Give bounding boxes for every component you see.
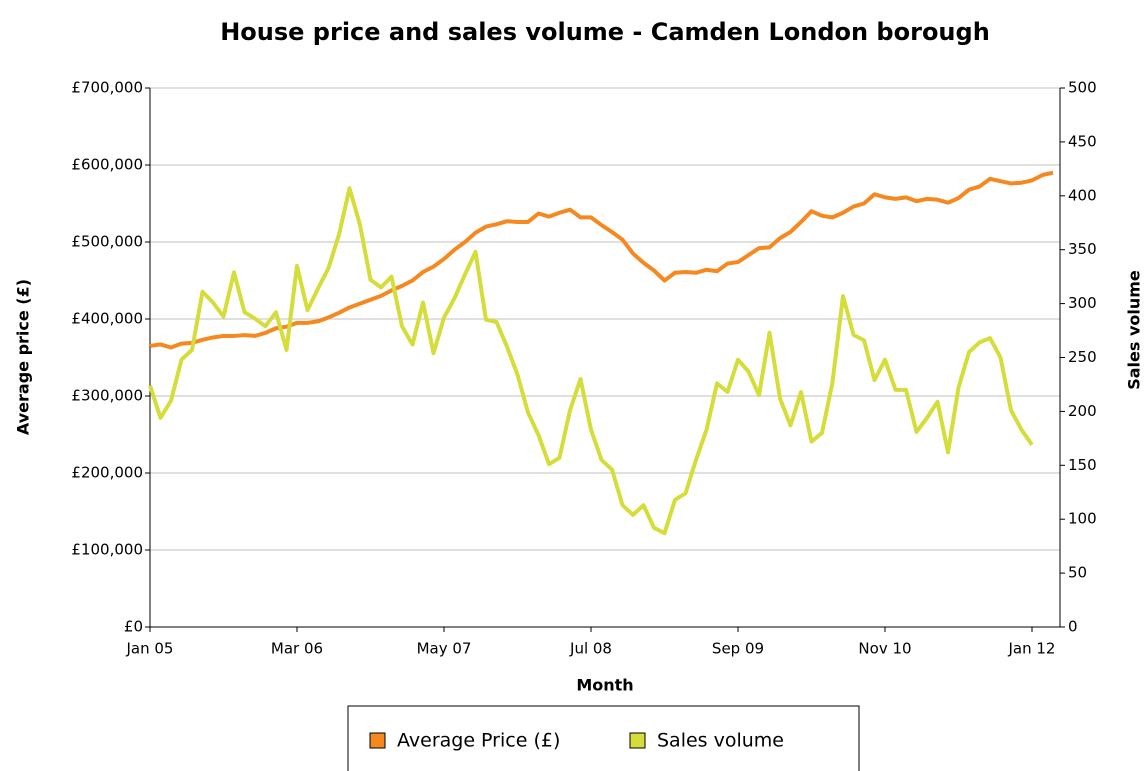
y2-tick-label: 400 <box>1068 186 1097 204</box>
x-axis-title: Month <box>576 676 633 695</box>
legend-label: Average Price (£) <box>397 730 560 752</box>
legend-swatch <box>629 732 646 749</box>
legend-swatch <box>369 732 386 749</box>
y2-tick-label: 300 <box>1068 294 1097 312</box>
y-tick-label: £700,000 <box>71 79 143 97</box>
y-tick-label: £0 <box>124 618 143 636</box>
x-tick-label: May 07 <box>417 640 472 658</box>
y2-tick-label: 150 <box>1068 456 1097 474</box>
y2-tick-label: 0 <box>1068 618 1078 636</box>
chart-title: House price and sales volume - Camden Lo… <box>220 18 990 46</box>
legend-label: Sales volume <box>657 730 784 752</box>
y2-axis-title: Sales volume <box>1125 270 1144 390</box>
x-tick-label: Jan 05 <box>126 640 174 658</box>
y-tick-label: £100,000 <box>71 541 143 559</box>
series-line <box>149 170 1054 350</box>
y-tick-label: £200,000 <box>71 464 143 482</box>
x-tick-label: Mar 06 <box>271 640 323 658</box>
y2-tick-label: 50 <box>1068 564 1087 582</box>
y-axis-title: Average price (£) <box>14 279 33 435</box>
y-tick-label: £300,000 <box>71 387 143 405</box>
y2-tick-label: 250 <box>1068 348 1097 366</box>
x-tick-label: Nov 10 <box>858 640 911 658</box>
x-tick-label: Jul 08 <box>569 640 612 658</box>
y2-tick-label: 500 <box>1068 79 1097 97</box>
series-line <box>148 186 1034 536</box>
y2-tick-label: 200 <box>1068 402 1097 420</box>
y2-tick-label: 100 <box>1068 510 1097 528</box>
y-tick-label: £500,000 <box>71 233 143 251</box>
y2-tick-label: 450 <box>1068 132 1097 150</box>
y-tick-label: £600,000 <box>71 156 143 174</box>
y2-tick-label: 350 <box>1068 240 1097 258</box>
x-tick-label: Sep 09 <box>712 640 764 658</box>
y-tick-label: £400,000 <box>71 310 143 328</box>
legend-box <box>347 705 860 771</box>
x-tick-label: Jan 12 <box>1008 640 1056 658</box>
